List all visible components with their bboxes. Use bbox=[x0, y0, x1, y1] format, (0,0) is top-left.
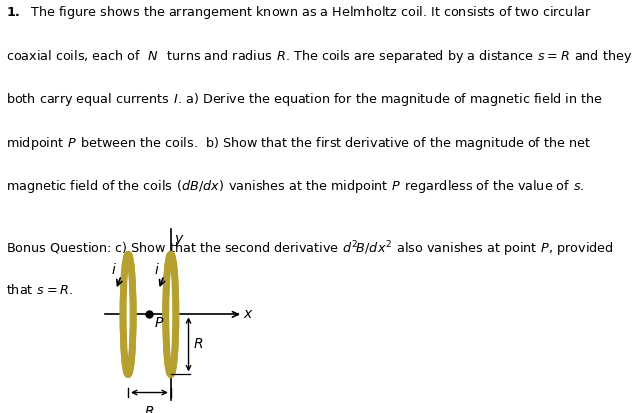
Bar bbox=[123, 312, 134, 317]
Text: midpoint  $P$  between the coils.  b) Show that the first derivative of the magn: midpoint $P$ between the coils. b) Show … bbox=[6, 135, 591, 152]
Text: $y$: $y$ bbox=[173, 233, 184, 248]
Text: that  $s$ = $R$.: that $s$ = $R$. bbox=[6, 283, 73, 297]
Text: $R$: $R$ bbox=[193, 337, 204, 351]
Text: coaxial coils, each of   $N$   turns and radius  $R$. The coils are separated by: coaxial coils, each of $N$ turns and rad… bbox=[6, 47, 632, 65]
Text: $x$: $x$ bbox=[243, 307, 253, 321]
Ellipse shape bbox=[166, 254, 176, 374]
Bar bbox=[165, 312, 177, 317]
Text: Bonus Question: c) Show that the second derivative  $d^2\!B/dx^2$  also vanishes: Bonus Question: c) Show that the second … bbox=[6, 239, 614, 259]
Ellipse shape bbox=[123, 254, 133, 374]
Text: $\mathbf{1.}$  The figure shows the arrangement known as a Helmholtz coil. It co: $\mathbf{1.}$ The figure shows the arran… bbox=[6, 4, 592, 21]
Ellipse shape bbox=[123, 254, 133, 374]
Text: both carry equal currents  $I$. a) Derive the equation for the magnitude of magn: both carry equal currents $I$. a) Derive… bbox=[6, 91, 603, 108]
Text: magnetic field of the coils  ($dB/dx$)  vanishes at the midpoint  $P$  regardles: magnetic field of the coils ($dB/dx$) va… bbox=[6, 178, 585, 195]
Text: $P$: $P$ bbox=[154, 316, 164, 330]
Text: $i$: $i$ bbox=[111, 262, 117, 278]
Text: $R$: $R$ bbox=[144, 405, 155, 413]
Ellipse shape bbox=[166, 254, 176, 374]
Text: $i$: $i$ bbox=[154, 262, 160, 278]
